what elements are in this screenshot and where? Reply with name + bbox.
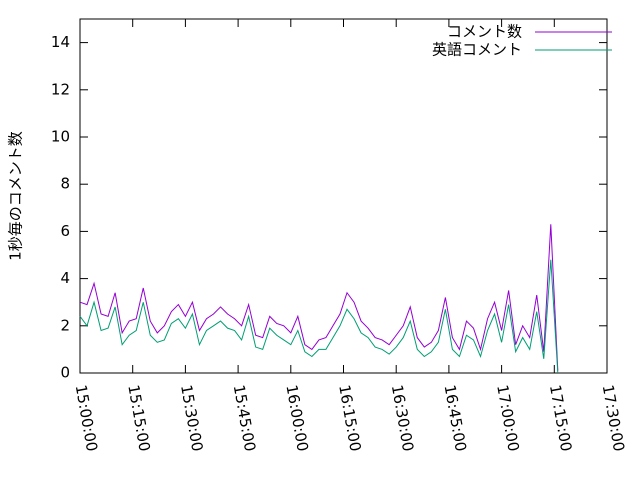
x-tick-label: 15:30:00: [177, 383, 206, 452]
x-tick-label: 15:00:00: [72, 383, 101, 452]
y-tick-label: 0: [60, 364, 70, 382]
x-tick-label: 16:15:00: [335, 383, 364, 452]
y-tick-label: 14: [51, 33, 70, 51]
x-tick-label: 17:00:00: [493, 383, 522, 452]
y-tick-label: 10: [51, 128, 70, 146]
x-tick-label: 17:15:00: [546, 383, 575, 452]
y-tick-label: 12: [51, 80, 70, 98]
y-tick-label: 4: [60, 269, 70, 287]
x-tick-label: 16:45:00: [441, 383, 470, 452]
legend-label: コメント数: [447, 23, 522, 41]
x-tick-label: 15:15:00: [124, 383, 153, 452]
x-tick-label: 15:45:00: [230, 383, 259, 452]
y-axis-label: 1秒毎のコメント数: [7, 131, 25, 261]
y-tick-label: 8: [60, 175, 70, 193]
legend-label: 英語コメント: [432, 41, 522, 59]
x-tick-label: 16:30:00: [388, 383, 417, 452]
x-tick-label: 17:30:00: [599, 383, 628, 452]
plot-frame: [79, 18, 608, 374]
x-tick-label: 16:00:00: [282, 383, 311, 452]
series-line: [79, 224, 559, 371]
series-line: [79, 259, 559, 374]
y-tick-label: 2: [60, 316, 70, 334]
y-tick-label: 6: [60, 222, 70, 240]
